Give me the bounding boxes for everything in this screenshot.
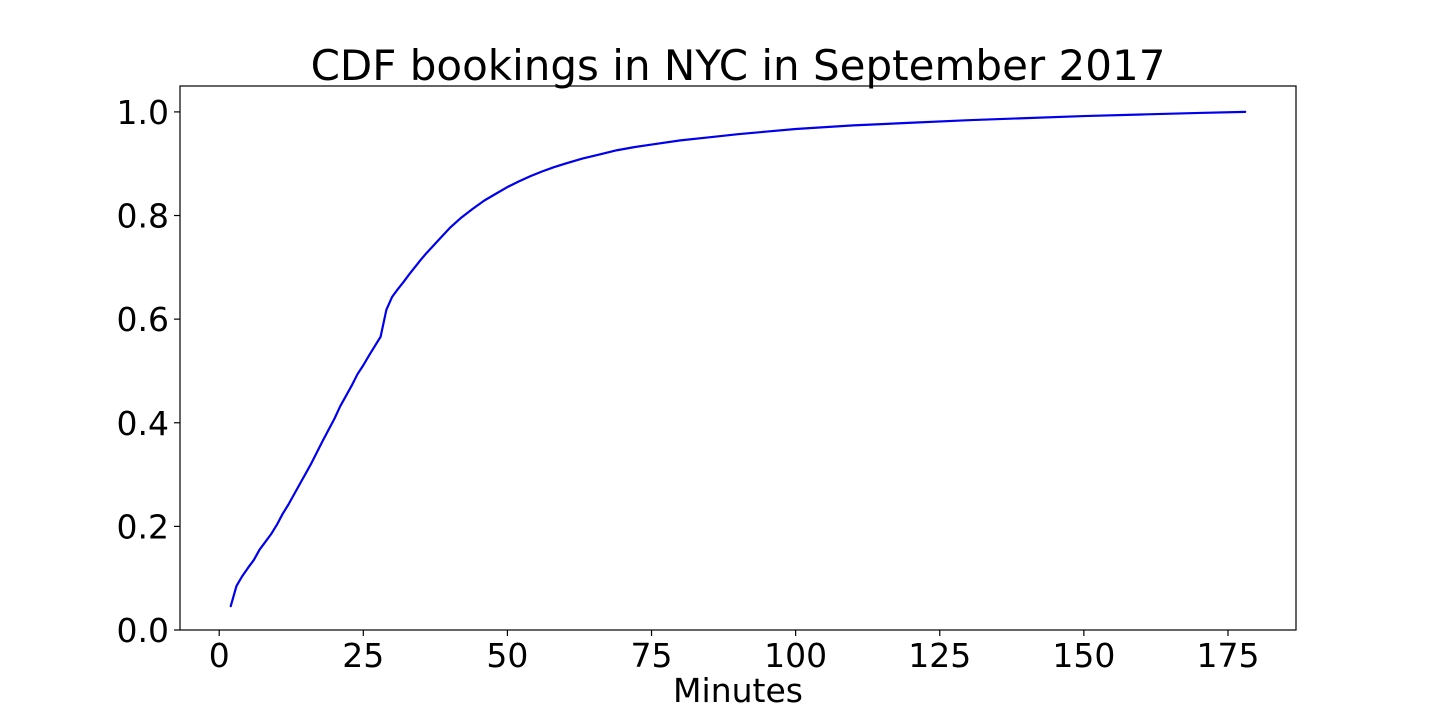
- series-layer: [229, 110, 1247, 608]
- x-axis-ticks: 0 25 50 75 100 125 150 175: [209, 630, 1259, 675]
- y-tick-label: 0.4: [117, 404, 169, 443]
- x-tick-label: 25: [342, 636, 384, 675]
- y-tick-label: 0.6: [117, 300, 169, 339]
- y-tick-label: 0.2: [117, 507, 169, 546]
- x-tick-label: 100: [764, 636, 827, 675]
- x-tick-label: 150: [1052, 636, 1115, 675]
- x-axis-label: Minutes: [673, 671, 803, 710]
- x-tick-label: 125: [908, 636, 971, 675]
- y-tick-label: 1.0: [117, 93, 169, 132]
- chart-title: CDF bookings in NYC in September 2017: [311, 41, 1166, 90]
- x-tick-label: 0: [209, 636, 230, 675]
- cdf-series-line: [229, 110, 1247, 608]
- x-tick-label: 50: [486, 636, 528, 675]
- x-tick-label: 175: [1196, 636, 1259, 675]
- y-tick-label: 0.0: [117, 611, 169, 650]
- y-tick-label: 0.8: [117, 197, 169, 236]
- plot-area-frame: [179, 85, 1297, 631]
- y-axis-ticks: 0.0 0.2 0.4 0.6 0.8 1.0: [117, 93, 180, 650]
- x-tick-label: 75: [631, 636, 673, 675]
